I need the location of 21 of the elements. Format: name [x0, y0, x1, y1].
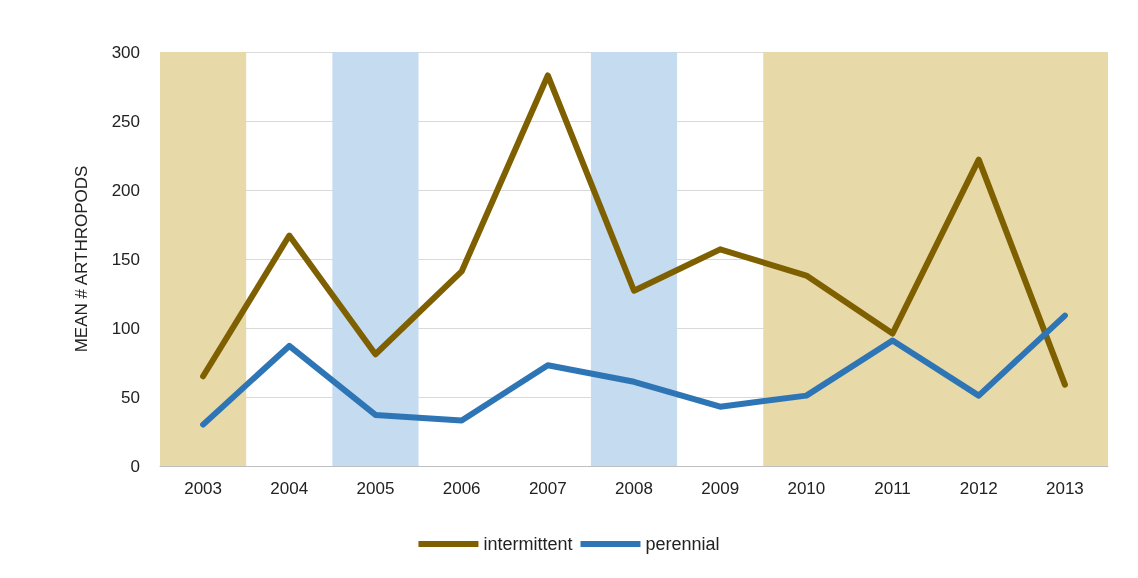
x-tick-label: 2010 [787, 479, 826, 498]
legend-label: intermittent [483, 534, 573, 554]
y-axis-title: MEAN # ARTHROPODS [72, 165, 91, 353]
y-tick-label: 200 [111, 180, 140, 200]
y-tick-label: 0 [130, 456, 140, 476]
y-tick-label: 300 [111, 42, 140, 62]
x-tick-label: 2009 [701, 479, 740, 498]
x-tick-label: 2004 [270, 479, 309, 498]
x-tick-label: 2011 [874, 479, 911, 498]
y-tick-label: 100 [111, 318, 140, 338]
y-tick-label: 50 [121, 387, 140, 407]
legend-label: perennial [645, 534, 720, 554]
x-tick-label: 2005 [356, 479, 395, 498]
x-tick-label: 2013 [1045, 479, 1084, 498]
x-tick-label: 2003 [184, 479, 222, 498]
x-tick-label: 2012 [959, 479, 998, 498]
y-tick-label: 150 [111, 249, 140, 269]
y-tick-label: 250 [111, 111, 140, 131]
x-tick-label: 2007 [528, 479, 567, 498]
x-tick-label: 2006 [442, 479, 481, 498]
x-tick-label: 2008 [615, 479, 653, 498]
